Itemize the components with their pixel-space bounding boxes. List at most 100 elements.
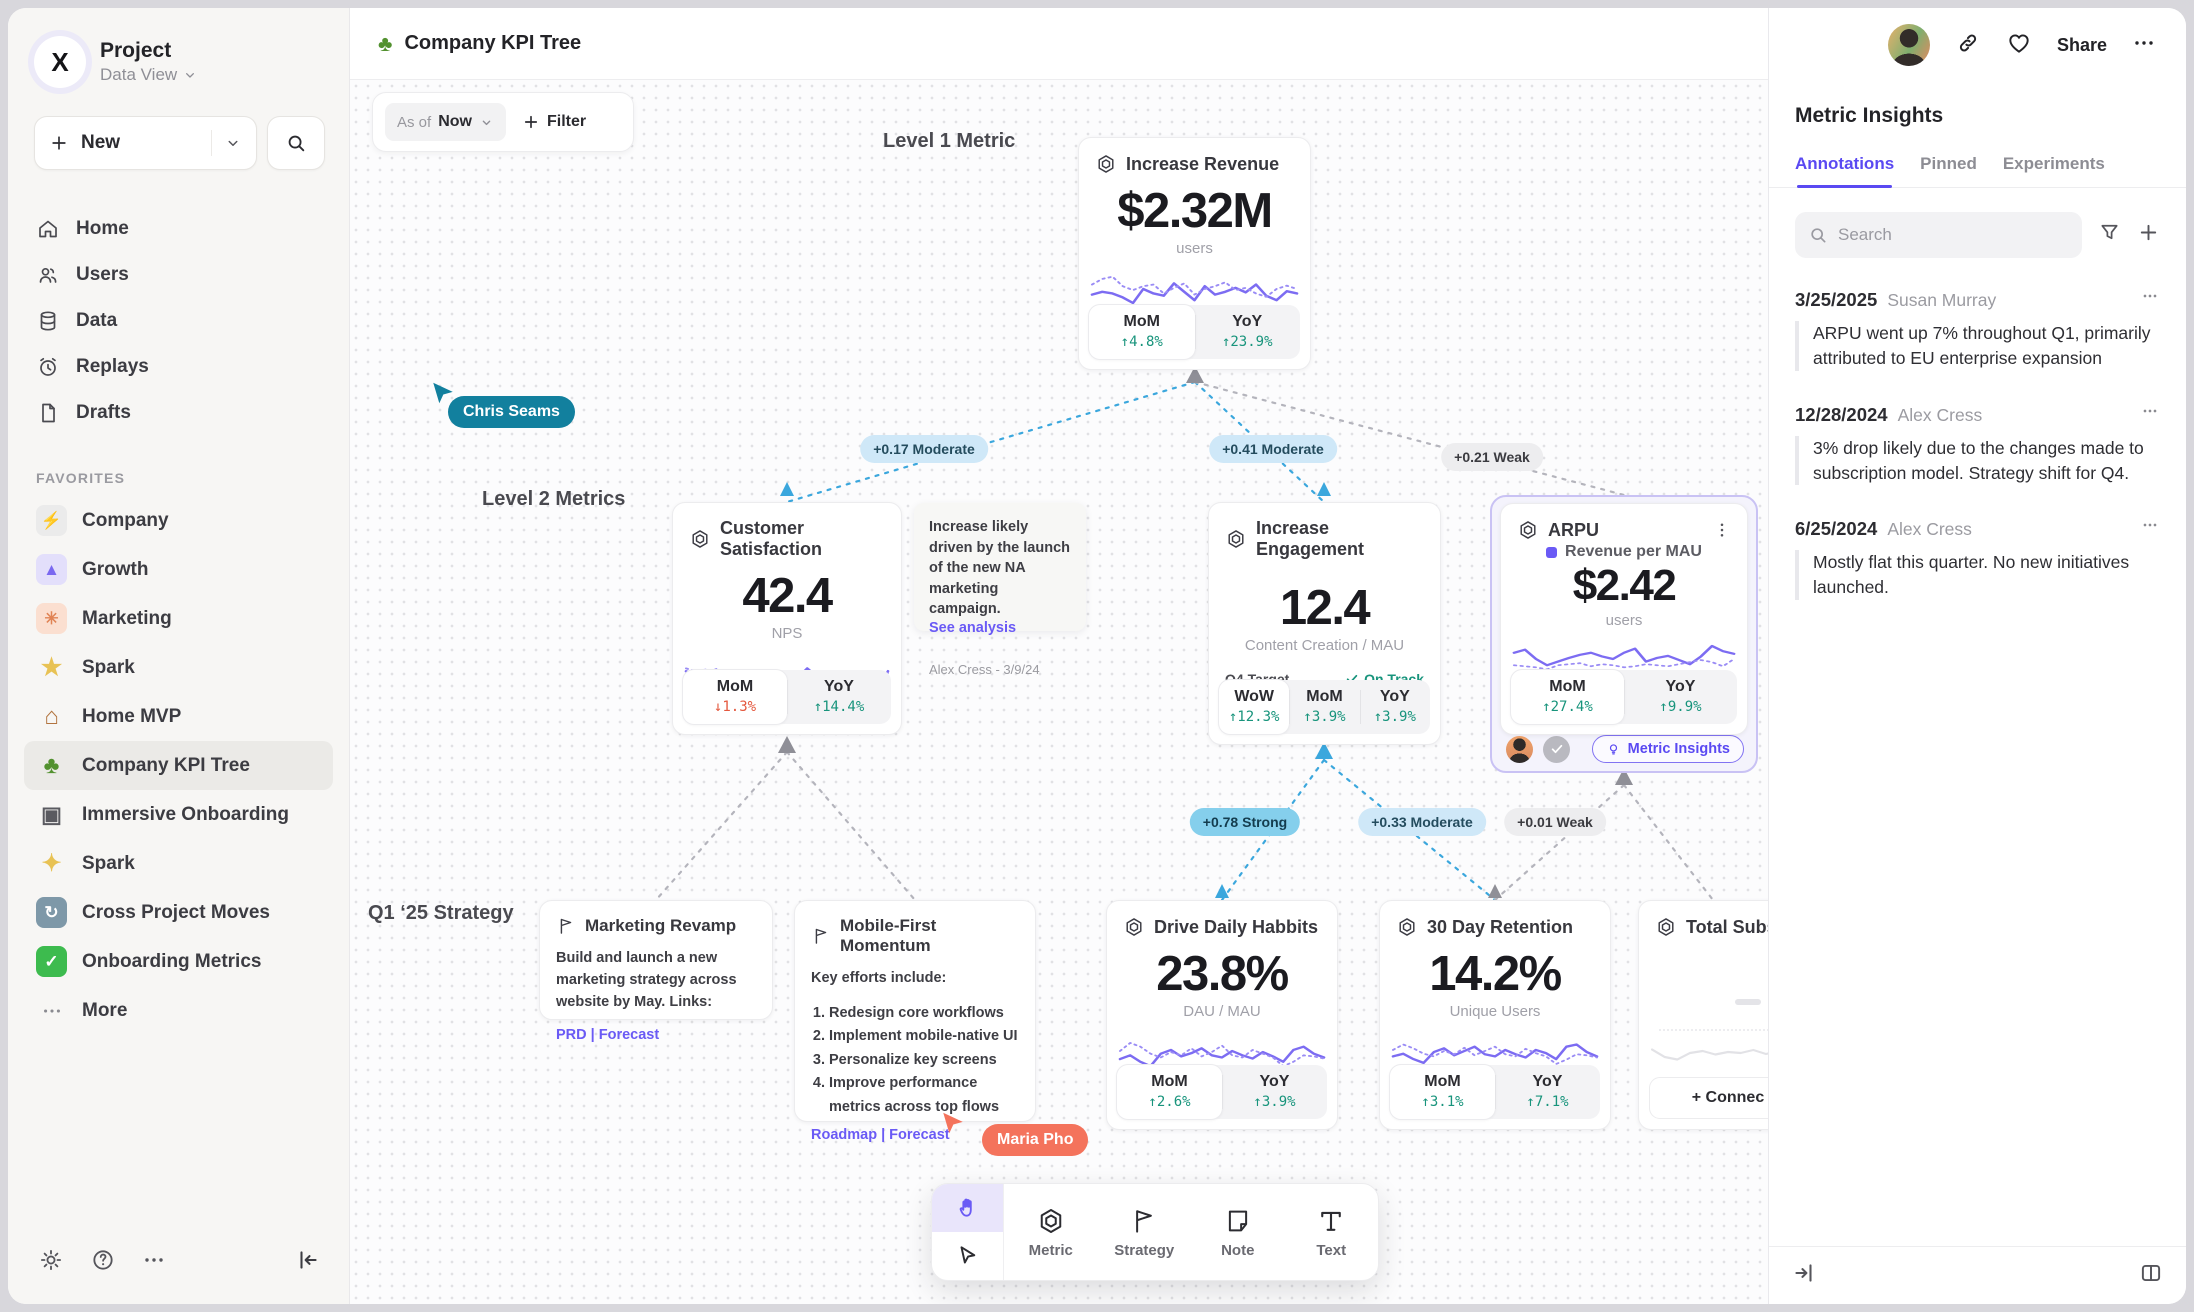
data-view-switcher[interactable]: Data View — [100, 65, 198, 85]
favorite-item-cross-project-moves[interactable]: ↻ Cross Project Moves — [24, 888, 333, 937]
stat-yoy[interactable]: YoY ↑9.9% — [1624, 670, 1737, 724]
as-of-selector[interactable]: As of Now — [385, 103, 506, 141]
annotation-text: ARPU went up 7% throughout Q1, primarily… — [1795, 321, 2160, 371]
favorite-item-company-kpi-tree[interactable]: ♣ Company KPI Tree — [24, 741, 333, 790]
stat-yoy[interactable]: YoY ↑3.9% — [1222, 1065, 1327, 1119]
workspace-logo[interactable]: X — [34, 36, 86, 88]
annotation-item[interactable]: 3/25/2025 Susan Murray ARPU went up 7% t… — [1795, 286, 2160, 371]
strategy-tool-button[interactable]: Strategy — [1098, 1184, 1192, 1280]
note-tool-button[interactable]: Note — [1191, 1184, 1285, 1280]
favorite-item-spark-2[interactable]: ✦ Spark — [24, 839, 333, 888]
metric-value: $2.32M — [1117, 184, 1273, 238]
favorite-heart-icon[interactable] — [2006, 30, 2032, 61]
sidebar-item-replays[interactable]: Replays — [24, 344, 333, 390]
new-button[interactable]: New — [34, 116, 257, 170]
strategy-links[interactable]: Roadmap | Forecast — [811, 1127, 950, 1144]
favorites-section-label: FAVORITES — [36, 470, 126, 486]
stat-yoy[interactable]: YoY ↑3.9% — [1359, 680, 1430, 734]
nav-label: Replays — [76, 356, 149, 377]
favorite-label: Home MVP — [82, 705, 182, 727]
stat-wow[interactable]: WoW ↑12.3% — [1219, 680, 1290, 734]
stat-mom[interactable]: MoM ↑2.6% — [1117, 1065, 1222, 1119]
annotation-menu-icon[interactable] — [2140, 401, 2160, 421]
edge-label-correlation[interactable]: +0.01 Weak — [1504, 808, 1606, 836]
kebab-menu-icon[interactable] — [1713, 521, 1731, 539]
tab-pinned[interactable]: Pinned — [1920, 154, 1977, 173]
favorite-item-growth[interactable]: ▲ Growth — [24, 545, 333, 594]
metric-card-total-subscriptions[interactable]: Total Subscript + Connec — [1638, 900, 1768, 1130]
strategy-card-mobile-first-momentum[interactable]: Mobile-First Momentum Key efforts includ… — [794, 900, 1036, 1143]
sidebar-item-data[interactable]: Data — [24, 298, 333, 344]
share-button[interactable]: Share — [2056, 34, 2107, 55]
favorite-item-marketing[interactable]: ✳ Marketing — [24, 594, 333, 643]
connect-data-button[interactable]: + Connec — [1649, 1077, 1768, 1119]
filter-funnel-icon[interactable] — [2098, 221, 2121, 249]
metric-card-increase-engagement[interactable]: Increase Engagement 12.4 Content Creatio… — [1208, 502, 1441, 745]
confetti-icon: ✳ — [36, 603, 67, 634]
edge-label-correlation[interactable]: +0.17 Moderate — [860, 435, 988, 463]
metric-tool-button[interactable]: Metric — [1004, 1184, 1098, 1280]
metric-card-increase-revenue[interactable]: Increase Revenue $2.32M users MoM ↑4.8% … — [1078, 137, 1311, 370]
metric-card-arpu[interactable]: ARPU Revenue per MAU $2.42 users MoM ↑27… — [1500, 503, 1748, 735]
text-tool-button[interactable]: Text — [1285, 1184, 1379, 1280]
hand-tool-button[interactable] — [932, 1184, 1003, 1232]
sidebar-item-drafts[interactable]: Drafts — [24, 390, 333, 436]
tab-annotations[interactable]: Annotations — [1795, 154, 1894, 188]
more-options-icon[interactable] — [2132, 31, 2156, 60]
tab-experiments[interactable]: Experiments — [2002, 154, 2105, 173]
stat-mom[interactable]: MoM ↑27.4% — [1511, 670, 1624, 724]
annotation-menu-icon[interactable] — [2140, 286, 2160, 306]
sidebar-item-home[interactable]: Home — [24, 206, 333, 252]
annotations-search[interactable] — [1795, 212, 2082, 258]
stat-yoy[interactable]: YoY ↑14.4% — [787, 670, 891, 724]
strategy-links[interactable]: PRD | Forecast — [556, 1027, 660, 1044]
edge-label-correlation[interactable]: +0.41 Moderate — [1209, 435, 1337, 463]
metric-card-customer-satisfaction[interactable]: Customer Satisfaction 42.4 NPS MoM ↓1.3%… — [672, 502, 902, 735]
sidebar-item-users[interactable]: Users — [24, 252, 333, 298]
annotation-item[interactable]: 12/28/2024 Alex Cress 3% drop likely due… — [1795, 401, 2160, 486]
favorites-more[interactable]: More — [24, 986, 333, 1035]
stat-mom[interactable]: MoM ↑3.1% — [1390, 1065, 1495, 1119]
kpi-tree-canvas[interactable]: As of Now Filter Level 1 Metric Level 2 … — [350, 80, 1768, 1304]
edge-label-correlation[interactable]: +0.33 Moderate — [1358, 808, 1486, 836]
metric-card-30-day-retention[interactable]: 30 Day Retention 14.2% Unique Users MoM … — [1379, 900, 1611, 1130]
stat-yoy[interactable]: YoY ↑7.1% — [1495, 1065, 1600, 1119]
favorite-item-company[interactable]: ⚡ Company — [24, 496, 333, 545]
more-options-icon[interactable] — [142, 1248, 166, 1277]
metric-insights-button[interactable]: Metric Insights — [1591, 735, 1744, 763]
favorite-item-onboarding-metrics[interactable]: ✓ Onboarding Metrics — [24, 937, 333, 986]
select-tool-button[interactable] — [932, 1232, 1003, 1280]
logo-glyph: X — [51, 46, 69, 77]
annotation-menu-icon[interactable] — [2140, 515, 2160, 535]
sparkline — [1512, 644, 1736, 671]
edge-label-correlation[interactable]: +0.21 Weak — [1441, 443, 1543, 471]
stat-mom[interactable]: MoM ↓1.3% — [683, 670, 787, 724]
strategy-card-marketing-revamp[interactable]: Marketing Revamp Build and launch a new … — [539, 900, 773, 1043]
add-annotation-icon[interactable] — [2137, 221, 2160, 249]
settings-gear-icon[interactable] — [38, 1247, 64, 1278]
see-analysis-link[interactable]: See analysis — [929, 619, 1017, 636]
stat-yoy[interactable]: YoY ↑23.9% — [1194, 305, 1301, 359]
annotation-item[interactable]: 6/25/2024 Alex Cress Mostly flat this qu… — [1795, 515, 2160, 601]
favorite-item-immersive-onboarding[interactable]: ▣ Immersive Onboarding — [24, 790, 333, 839]
favorite-item-spark[interactable]: ★ Spark — [24, 643, 333, 692]
favorite-item-home-mvp[interactable]: ⌂ Home MVP — [24, 692, 333, 741]
metric-card-arpu-selected[interactable]: ARPU Revenue per MAU $2.42 users MoM ↑27… — [1490, 495, 1758, 773]
edge-label-correlation[interactable]: +0.78 Strong — [1189, 808, 1301, 836]
cursor-arrow-icon — [943, 1112, 963, 1134]
stat-mom[interactable]: MoM ↑3.9% — [1289, 680, 1359, 734]
collapse-panel-icon[interactable] — [1791, 1260, 1817, 1291]
stat-mom[interactable]: MoM ↑4.8% — [1089, 305, 1195, 359]
copy-link-icon[interactable] — [1955, 30, 1981, 61]
split-view-icon[interactable] — [2138, 1260, 2164, 1291]
sidebar-search-button[interactable] — [267, 116, 325, 170]
help-icon[interactable] — [90, 1247, 116, 1278]
user-avatar[interactable] — [1887, 24, 1930, 66]
filter-button[interactable]: Filter — [516, 113, 592, 131]
chevron-down-icon[interactable] — [224, 134, 242, 152]
metric-card-drive-daily-habbits[interactable]: Drive Daily Habbits 23.8% DAU / MAU MoM … — [1106, 900, 1338, 1130]
annotation-note-card[interactable]: Increase likely driven by the launch of … — [914, 503, 1086, 677]
collapse-sidebar-icon[interactable] — [295, 1247, 321, 1278]
search-input[interactable] — [1838, 225, 2069, 245]
divider — [211, 130, 212, 156]
